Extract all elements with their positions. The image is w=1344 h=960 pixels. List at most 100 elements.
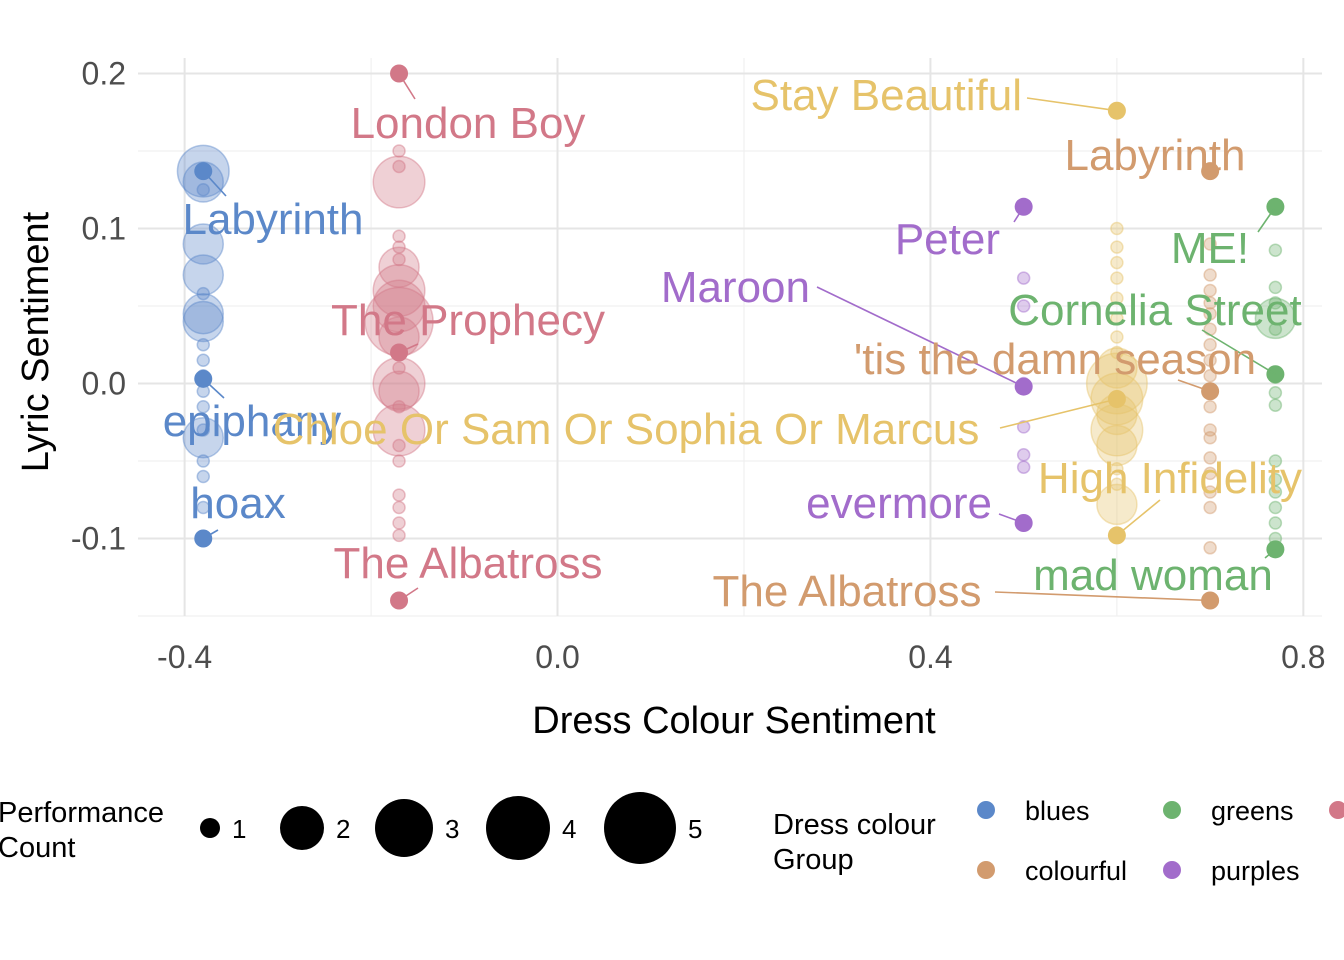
colour-legend-label: greens	[1211, 796, 1294, 826]
data-point-colourful	[1203, 423, 1217, 437]
data-points	[176, 64, 1297, 610]
data-point-greens	[1268, 500, 1283, 515]
colour-legend-key	[1163, 861, 1181, 879]
data-point-blues	[196, 454, 211, 468]
size-legend-label: 4	[562, 814, 576, 844]
data-point-yellows	[1110, 291, 1124, 305]
data-point-colourful	[1203, 296, 1217, 310]
data-point-yellows	[1110, 477, 1124, 491]
label-connector	[1207, 170, 1211, 179]
data-point-reds	[372, 279, 426, 333]
label-connector	[398, 587, 419, 602]
data-point-greens	[1268, 472, 1283, 487]
data-point-purples	[1016, 420, 1031, 434]
grid-lines	[138, 58, 1322, 617]
data-point-reds	[392, 400, 406, 414]
x-tick-label: 0.4	[908, 639, 952, 675]
size-legend-label: 2	[336, 814, 350, 844]
data-point-yellows	[1085, 352, 1148, 415]
colour-legend-key	[1163, 801, 1181, 819]
data-point-blues	[182, 223, 225, 265]
label-connector	[1177, 379, 1211, 393]
data-point-reds	[392, 240, 406, 254]
size-legend-label: 1	[232, 814, 246, 844]
data-point-blues	[182, 161, 225, 203]
point-label: epiphany	[163, 397, 342, 446]
data-point-colourful	[1203, 338, 1217, 352]
data-point-blues	[196, 469, 211, 484]
data-point-colourful	[1203, 485, 1217, 499]
colour-legend-label: colourful	[1025, 856, 1127, 886]
data-point-reds	[392, 361, 406, 375]
label-connector	[1257, 206, 1277, 233]
data-point-blues	[196, 286, 211, 301]
label-connector	[1013, 206, 1025, 223]
data-point-reds	[392, 528, 406, 543]
y-tick-label: 0.2	[82, 56, 126, 92]
data-point-yellows	[1110, 240, 1124, 254]
data-point-blues	[196, 500, 211, 515]
data-point-greens	[1268, 322, 1283, 336]
data-point-colourful	[1203, 237, 1217, 251]
size-legend-key	[486, 796, 550, 860]
data-point-colourful	[1203, 283, 1217, 298]
data-point-colourful	[1203, 400, 1217, 414]
x-tick-label: -0.4	[157, 639, 212, 675]
point-label: ME!	[1171, 224, 1249, 273]
data-point-blues	[196, 353, 211, 367]
data-point-colourful	[1203, 307, 1217, 321]
data-point-blues	[182, 254, 225, 296]
data-point-greens	[1268, 454, 1283, 468]
data-point-reds	[392, 488, 406, 502]
data-point-blues	[196, 338, 211, 352]
data-point-colourful	[1203, 268, 1217, 282]
data-point-purples	[1016, 460, 1031, 474]
label-connector	[994, 591, 1211, 602]
data-point-colourful	[1203, 451, 1217, 465]
label-connector	[202, 529, 219, 540]
point-label: The Albatross	[712, 567, 981, 616]
data-point-greens	[1268, 485, 1283, 499]
colour-legend-label: blues	[1025, 796, 1090, 826]
point-labels: London Boy Labyrinth The Prophecy epiphany h…	[163, 71, 1302, 616]
point-label: London Boy	[351, 99, 586, 148]
label-connector	[1264, 548, 1276, 559]
data-point-reds	[392, 252, 406, 267]
data-point-purples	[1016, 299, 1031, 313]
data-point-yellows	[1096, 347, 1138, 389]
size-legend-title: Count	[0, 832, 75, 864]
data-point-greens	[1268, 398, 1283, 412]
point-label: evermore	[806, 479, 992, 528]
data-point-blues	[182, 417, 225, 459]
size-legend-label: 5	[688, 814, 702, 844]
x-axis-label: Dress Colour Sentiment	[532, 700, 936, 742]
data-point-blues	[182, 293, 225, 335]
colour-legend-key	[977, 801, 995, 819]
data-point-yellows	[1110, 330, 1124, 344]
data-point-reds	[378, 246, 420, 288]
point-label: Cornelia Street	[1008, 286, 1301, 335]
data-point-reds	[372, 155, 426, 209]
data-point-reds	[392, 144, 406, 158]
point-label: mad woman	[1033, 551, 1273, 600]
data-point-reds	[372, 403, 426, 457]
data-point-yellows	[1110, 221, 1124, 236]
point-label: Maroon	[661, 263, 810, 312]
label-connector	[816, 286, 1025, 388]
point-label: The Albatross	[333, 539, 602, 588]
size-legend-label: 3	[445, 814, 459, 844]
point-label: High Infidelity	[1038, 454, 1302, 503]
data-point-blues	[182, 300, 225, 343]
data-point-yellows	[1110, 271, 1124, 285]
x-tick-label: 0.0	[535, 639, 579, 675]
size-legend-title: Performance	[0, 797, 164, 829]
data-point-yellows	[1110, 462, 1124, 476]
label-connector	[1116, 499, 1161, 537]
label-connector	[202, 170, 227, 197]
size-legend-key	[200, 818, 220, 838]
data-point-yellows	[1096, 483, 1138, 526]
x-tick-label: 0.8	[1281, 639, 1325, 675]
data-point-yellows	[1110, 255, 1124, 270]
data-point-blues	[196, 183, 211, 197]
